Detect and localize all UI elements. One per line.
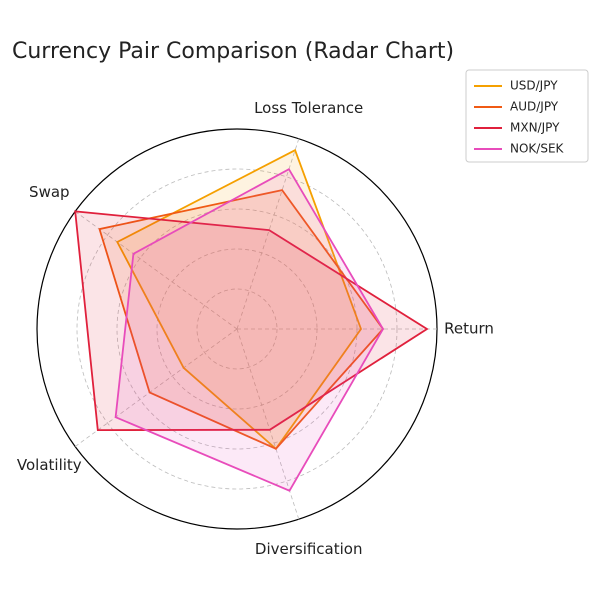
- legend-box: [465, 69, 589, 163]
- spoke: [236, 328, 300, 520]
- series-area: [116, 148, 363, 451]
- grid-circle: [196, 288, 278, 370]
- legend-label: MXN/JPY: [510, 121, 560, 135]
- axis-label: Swap: [29, 183, 70, 201]
- chart-title: Currency Pair Comparison (Radar Chart): [12, 39, 454, 64]
- legend-label: AUD/JPY: [510, 100, 559, 114]
- legend-label: USD/JPY: [510, 79, 558, 93]
- grid-circle: [76, 168, 398, 490]
- legend-label: NOK/SEK: [510, 142, 565, 156]
- series-area: [98, 189, 385, 450]
- spoke: [236, 138, 300, 330]
- axis-label: Volatility: [17, 456, 82, 474]
- axis-label: Loss Tolerance: [254, 99, 363, 117]
- axis-label: Return: [444, 320, 494, 338]
- series-area: [74, 210, 429, 432]
- spoke: [74, 328, 238, 447]
- spoke: [74, 211, 238, 330]
- series-area: [114, 167, 385, 492]
- axis-label: Diversification: [255, 540, 363, 558]
